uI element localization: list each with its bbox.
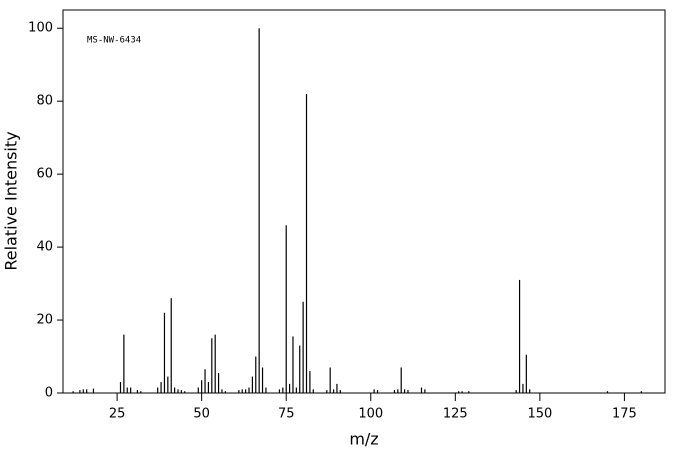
x-tick-label: 50 <box>193 407 210 422</box>
y-tick-label: 20 <box>36 313 53 328</box>
y-tick-label: 0 <box>45 386 53 401</box>
y-tick-label: 80 <box>36 94 53 109</box>
plot-frame <box>62 9 666 394</box>
y-tick-label: 60 <box>36 167 53 182</box>
x-tick-label: 175 <box>612 407 637 422</box>
x-axis-title: m/z <box>349 430 378 449</box>
y-tick-label: 40 <box>36 240 53 255</box>
x-tick-label: 150 <box>527 407 552 422</box>
x-tick-label: 25 <box>109 407 126 422</box>
x-tick-label: 75 <box>278 407 295 422</box>
x-tick-label: 125 <box>443 407 468 422</box>
y-axis-title: Relative Intensity <box>2 131 21 270</box>
annotation: MS-NW-6434 <box>87 36 141 46</box>
x-tick-label: 100 <box>358 407 383 422</box>
y-tick-label: 100 <box>28 21 53 36</box>
